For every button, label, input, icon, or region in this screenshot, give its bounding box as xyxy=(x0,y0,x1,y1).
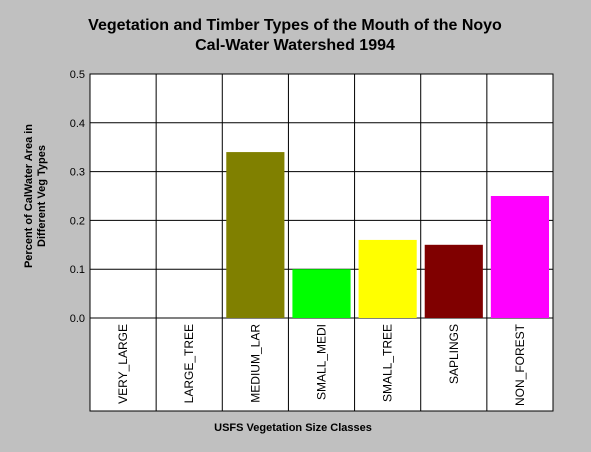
x-category-label: SAPLINGS xyxy=(447,324,461,384)
x-axis-title: USFS Vegetation Size Classes xyxy=(214,422,372,434)
bar-medium-lar xyxy=(226,152,285,318)
y-axis-title: Percent of CalWater Area in Different Ve… xyxy=(23,124,48,268)
y-tick-label: 0.5 xyxy=(70,69,85,81)
y-tick-label: 0.0 xyxy=(70,313,85,325)
bar-small-tree xyxy=(358,239,417,318)
bar-small-medi xyxy=(292,269,351,318)
x-category-label: LARGE_TREE xyxy=(182,324,196,403)
bar-saplings xyxy=(424,244,483,318)
y-axis-title-line-1: Percent of CalWater Area in xyxy=(23,124,35,268)
x-category-label: MEDIUM_LAR xyxy=(248,324,262,403)
x-category-labels: VERY_LARGE LARGE_TREE MEDIUM_LAR SMALL_MEDI… xyxy=(116,323,527,406)
y-tick-label: 0.4 xyxy=(70,118,85,130)
y-tick-labels: 0.0 0.1 0.2 0.3 0.4 0.5 xyxy=(70,69,85,325)
x-category-label: NON_FOREST xyxy=(513,323,527,406)
y-tick-label: 0.3 xyxy=(70,167,85,179)
y-axis-title-line-2: Different Veg Types xyxy=(36,145,48,247)
chart-title-line-2: Cal-Water Watershed 1994 xyxy=(195,37,395,54)
x-category-label: SMALL_MEDI xyxy=(315,324,329,400)
bars xyxy=(226,152,549,318)
bar-non-forest xyxy=(490,196,549,318)
y-tick-label: 0.2 xyxy=(70,215,85,227)
plot-area xyxy=(89,73,554,412)
chart-title-line-1: Vegetation and Timber Types of the Mouth… xyxy=(88,17,502,34)
x-category-label: SMALL_TREE xyxy=(381,324,395,402)
y-tick-label: 0.1 xyxy=(70,264,85,276)
x-category-label: VERY_LARGE xyxy=(116,324,130,404)
